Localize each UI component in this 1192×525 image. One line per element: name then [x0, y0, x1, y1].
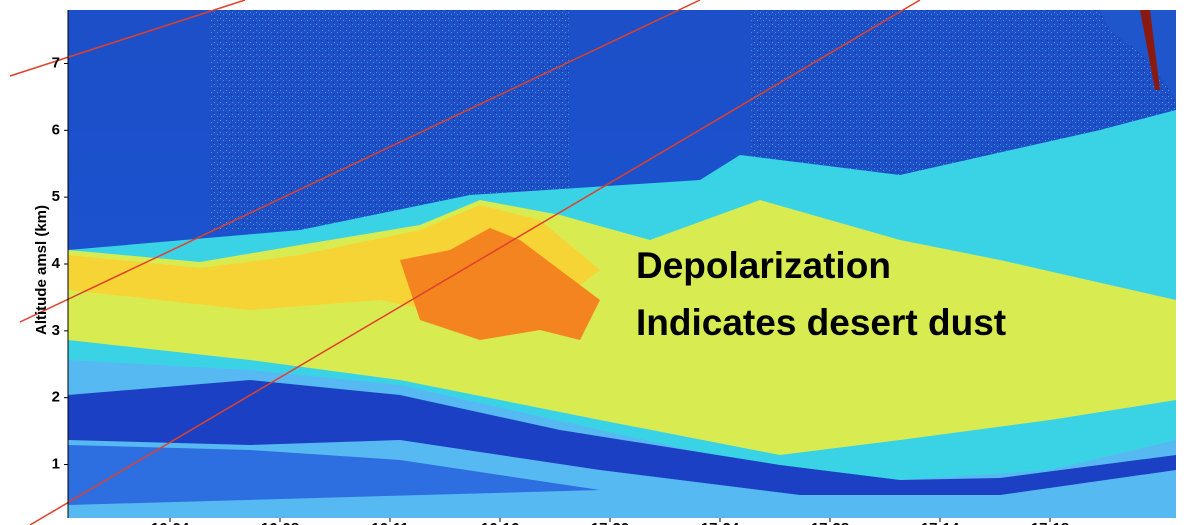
x-tick-label: 17:20 [591, 520, 629, 525]
x-tick-label: 16:08 [261, 520, 299, 525]
x-tick-label: 17:14 [921, 520, 960, 525]
y-tick-label: 7 [52, 54, 60, 71]
x-tick-label: 17:24 [701, 520, 740, 525]
x-tick-label: 16:16 [481, 520, 519, 525]
y-tick-label: 3 [52, 322, 60, 339]
annotation: Depolarization [636, 245, 891, 286]
y-tick-label: 6 [52, 121, 60, 138]
lidar-chart: Altitude amsl (km) Depolarization Indica… [0, 0, 1192, 525]
y-tick-label: 1 [52, 455, 60, 472]
annotation: Indicates desert dust [636, 302, 1006, 343]
x-tick-label: 17:28 [811, 520, 849, 525]
x-tick-label: 16:04 [151, 520, 190, 525]
y-tick-label: 5 [52, 188, 60, 205]
y-tick-label: 4 [52, 255, 61, 272]
y-tick-label: 2 [52, 389, 60, 406]
y-axis-label: Altitude amsl (km) [33, 205, 50, 335]
x-tick-label: 17:18 [1031, 520, 1069, 525]
plot-image [68, 10, 1176, 518]
x-tick-label: 16:11 [371, 520, 409, 525]
